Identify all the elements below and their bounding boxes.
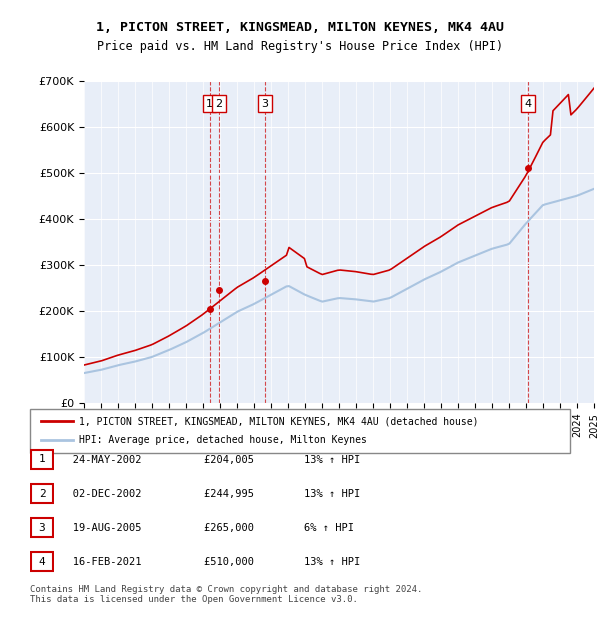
Text: 1, PICTON STREET, KINGSMEAD, MILTON KEYNES, MK4 4AU: 1, PICTON STREET, KINGSMEAD, MILTON KEYN…	[96, 22, 504, 34]
FancyBboxPatch shape	[31, 484, 53, 503]
Text: 2: 2	[38, 489, 46, 498]
Text: 2: 2	[215, 99, 222, 108]
Text: 4: 4	[524, 99, 532, 108]
FancyBboxPatch shape	[31, 552, 53, 571]
Text: Price paid vs. HM Land Registry's House Price Index (HPI): Price paid vs. HM Land Registry's House …	[97, 40, 503, 53]
Text: 16-FEB-2021          £510,000        13% ↑ HPI: 16-FEB-2021 £510,000 13% ↑ HPI	[54, 557, 360, 567]
Text: 1: 1	[206, 99, 213, 108]
Text: 1: 1	[38, 454, 46, 464]
FancyBboxPatch shape	[31, 450, 53, 469]
Text: 4: 4	[38, 557, 46, 567]
Text: 24-MAY-2002          £204,005        13% ↑ HPI: 24-MAY-2002 £204,005 13% ↑ HPI	[54, 455, 360, 465]
Text: 1, PICTON STREET, KINGSMEAD, MILTON KEYNES, MK4 4AU (detached house): 1, PICTON STREET, KINGSMEAD, MILTON KEYN…	[79, 417, 478, 427]
Text: 19-AUG-2005          £265,000        6% ↑ HPI: 19-AUG-2005 £265,000 6% ↑ HPI	[54, 523, 354, 533]
FancyBboxPatch shape	[31, 518, 53, 537]
Text: 3: 3	[261, 99, 268, 108]
FancyBboxPatch shape	[30, 409, 570, 453]
Text: HPI: Average price, detached house, Milton Keynes: HPI: Average price, detached house, Milt…	[79, 435, 367, 445]
Text: 3: 3	[38, 523, 46, 533]
Text: Contains HM Land Registry data © Crown copyright and database right 2024.
This d: Contains HM Land Registry data © Crown c…	[30, 585, 422, 604]
Text: 02-DEC-2002          £244,995        13% ↑ HPI: 02-DEC-2002 £244,995 13% ↑ HPI	[54, 489, 360, 499]
